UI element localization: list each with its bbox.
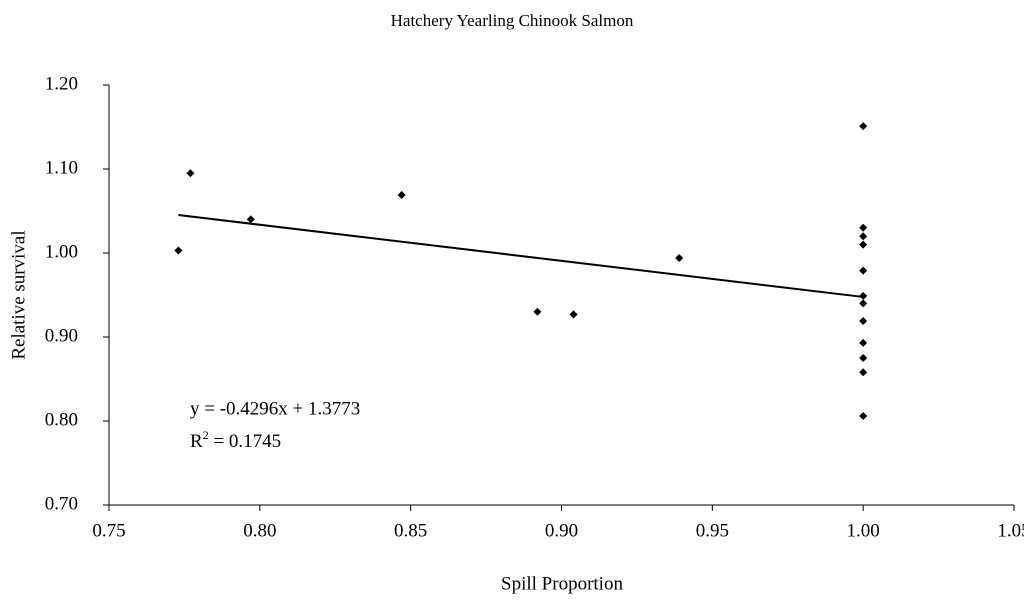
- point: [859, 232, 868, 241]
- x-axis-label: Spill Proportion: [501, 573, 623, 594]
- x-tick-label: 0.95: [696, 520, 729, 541]
- point: [859, 240, 868, 249]
- x-tick-label: 0.85: [394, 520, 427, 541]
- chart-title: Hatchery Yearling Chinook Salmon: [391, 11, 634, 30]
- x-tick-label: 1.05: [997, 520, 1024, 541]
- point: [186, 169, 195, 178]
- y-tick-label: 1.20: [45, 73, 78, 94]
- point: [859, 354, 868, 362]
- x-tick-label: 0.90: [545, 520, 578, 541]
- point: [859, 223, 868, 232]
- y-tick-label: 0.70: [45, 493, 78, 514]
- point: [246, 215, 255, 224]
- point: [397, 191, 406, 200]
- x-tick-label: 0.75: [92, 520, 125, 541]
- point: [675, 254, 684, 263]
- point: [859, 317, 868, 326]
- trend-line: [178, 214, 864, 298]
- r-squared-base: R: [190, 431, 203, 452]
- r-squared-sup: 2: [203, 428, 209, 442]
- y-tick-label: 0.80: [45, 409, 78, 430]
- y-tick-label: 1.10: [45, 157, 78, 178]
- point: [859, 266, 868, 275]
- point: [859, 368, 868, 377]
- r-squared: R2 = 0.1745: [190, 428, 281, 453]
- point: [859, 122, 868, 131]
- point: [174, 246, 183, 255]
- r-squared-value: = 0.1745: [209, 431, 281, 452]
- point: [533, 307, 542, 316]
- point: [859, 299, 868, 308]
- equation: y = -0.4296x + 1.3773: [190, 398, 360, 419]
- y-axis-label: Relative survival: [8, 230, 29, 359]
- y-tick-label: 1.00: [45, 241, 78, 262]
- point: [569, 310, 578, 319]
- y-tick-label: 0.90: [45, 325, 78, 346]
- x-tick-label: 0.80: [243, 520, 276, 541]
- x-tick-label: 1.00: [847, 520, 880, 541]
- point: [859, 291, 868, 300]
- point: [859, 338, 868, 347]
- point: [859, 411, 868, 420]
